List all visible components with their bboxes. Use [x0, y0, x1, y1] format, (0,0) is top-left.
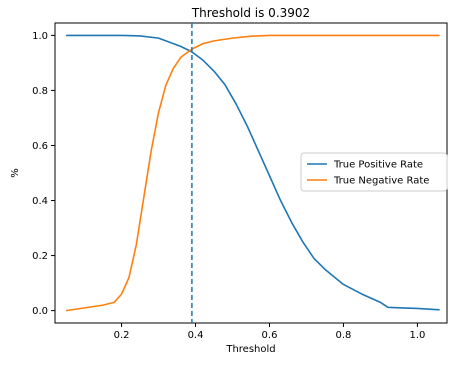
chart-title: Threshold is 0.3902 [191, 6, 310, 20]
series-line-true-negative-rate [65, 34, 440, 312]
x-axis-label: Threshold [225, 344, 275, 355]
y-axis: 0.0 0.2 0.4 0.6 0.8 1.0 [32, 31, 55, 317]
plot-area [65, 23, 440, 323]
y-axis-label: % [10, 168, 21, 178]
x-tick-label: 0.6 [262, 330, 278, 341]
y-tick-label: 0.6 [32, 141, 48, 152]
x-tick-label: 1.0 [409, 330, 425, 341]
x-tick-label: 0.8 [335, 330, 351, 341]
series-line-true-positive-rate [66, 34, 440, 311]
x-tick-label: 0.4 [188, 330, 204, 341]
y-tick-label: 0.8 [32, 86, 48, 97]
x-tick-label: 0.2 [114, 330, 130, 341]
legend-label: True Positive Rate [333, 160, 423, 171]
legend: True Positive Rate True Negative Rate [300, 152, 448, 192]
x-axis: 0.2 0.4 0.6 0.8 1.0 [114, 323, 425, 341]
y-tick-label: 1.0 [32, 31, 48, 42]
legend-label: True Negative Rate [333, 176, 429, 187]
y-tick-label: 0.4 [32, 196, 48, 207]
legend-box [300, 152, 448, 192]
y-tick-label: 0.2 [32, 251, 48, 262]
y-tick-label: 0.0 [32, 306, 48, 317]
